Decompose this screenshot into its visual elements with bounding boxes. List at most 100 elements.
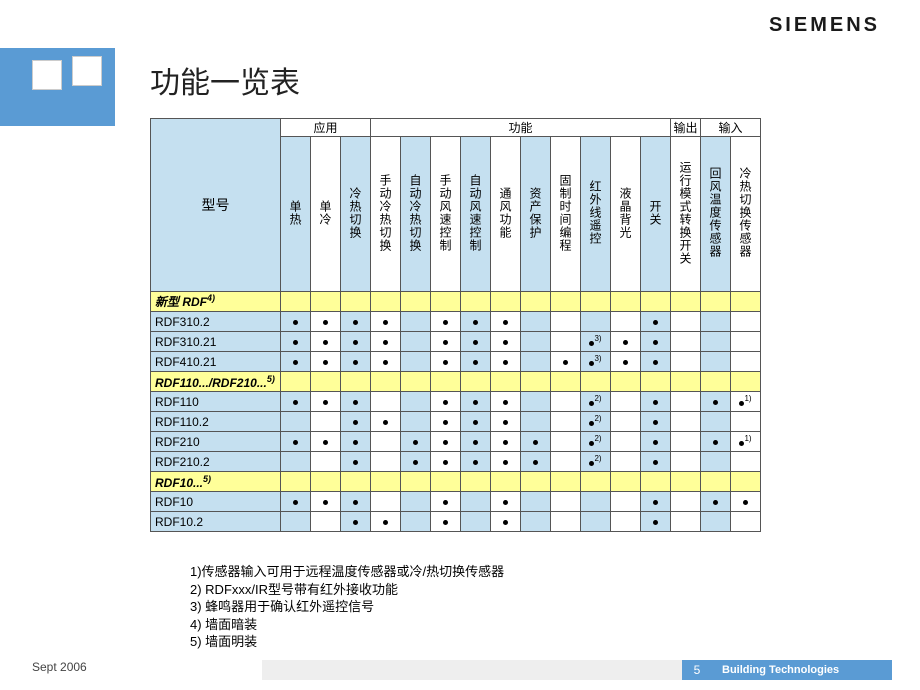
section-spacer [611, 472, 641, 492]
feature-cell [491, 512, 521, 532]
feature-cell [431, 412, 461, 432]
section-spacer [341, 472, 371, 492]
model-label: RDF210.2 [151, 452, 281, 472]
feature-cell [341, 312, 371, 332]
accent-image [0, 48, 115, 126]
section-spacer [641, 472, 671, 492]
feature-cell [341, 392, 371, 412]
feature-cell [341, 492, 371, 512]
feature-cell [731, 412, 761, 432]
feature-cell [581, 512, 611, 532]
feature-cell [461, 352, 491, 372]
feature-col-header: 手动冷热切换 [371, 137, 401, 292]
feature-cell [371, 392, 401, 412]
feature-cell [671, 332, 701, 352]
feature-cell [401, 512, 431, 532]
footnote-line: 3) 蜂鸣器用于确认红外遥控信号 [190, 598, 504, 616]
model-label: RDF310.21 [151, 332, 281, 352]
feature-col-header: 通风功能 [491, 137, 521, 292]
section-spacer [431, 472, 461, 492]
feature-cell [401, 392, 431, 412]
feature-cell [671, 512, 701, 532]
feature-col-header: 冷热切换传感器 [731, 137, 761, 292]
feature-cell [401, 312, 431, 332]
footer: Sept 2006 5 Building Technologies [0, 660, 920, 680]
footnotes: 1)传感器输入可用于远程温度传感器或冷/热切换传感器2) RDFxxx/IR型号… [190, 563, 504, 651]
feature-cell [671, 312, 701, 332]
model-label: RDF210 [151, 432, 281, 452]
feature-cell [311, 392, 341, 412]
feature-cell [521, 512, 551, 532]
feature-cell [461, 492, 491, 512]
feature-cell [341, 352, 371, 372]
feature-cell [731, 512, 761, 532]
feature-cell [281, 392, 311, 412]
feature-cell [701, 312, 731, 332]
feature-cell [671, 352, 701, 372]
section-spacer [671, 372, 701, 392]
section-spacer [341, 292, 371, 312]
feature-cell [401, 412, 431, 432]
feature-cell [521, 352, 551, 372]
section-spacer [551, 472, 581, 492]
feature-cell [311, 352, 341, 372]
section-spacer [701, 292, 731, 312]
feature-cell [641, 392, 671, 412]
feature-cell [611, 392, 641, 412]
feature-col-header: 手动风速控制 [431, 137, 461, 292]
feature-col-header: 运行模式转换开关 [671, 137, 701, 292]
feature-cell [701, 412, 731, 432]
feature-cell [521, 332, 551, 352]
feature-cell [311, 412, 341, 432]
model-label: RDF10 [151, 492, 281, 512]
feature-cell [641, 352, 671, 372]
footer-page: 5 [682, 660, 712, 680]
section-spacer [641, 372, 671, 392]
feature-cell [641, 512, 671, 532]
feature-cell [611, 352, 641, 372]
model-label: RDF10.2 [151, 512, 281, 532]
section-spacer [701, 372, 731, 392]
section-spacer [581, 292, 611, 312]
feature-cell [461, 312, 491, 332]
feature-cell [401, 492, 431, 512]
feature-cell: 2) [581, 392, 611, 412]
feature-table: 型号应用功能输出输入单热单冷冷热切换手动冷热切换自动冷热切换手动风速控制自动风速… [150, 118, 761, 532]
model-label: RDF410.21 [151, 352, 281, 372]
feature-cell [521, 312, 551, 332]
group-header: 应用 [281, 119, 371, 137]
feature-cell [611, 412, 641, 432]
feature-cell [491, 332, 521, 352]
section-spacer [521, 292, 551, 312]
feature-cell [371, 332, 401, 352]
feature-cell [371, 412, 401, 432]
feature-cell [551, 512, 581, 532]
section-spacer [671, 292, 701, 312]
feature-cell [341, 332, 371, 352]
footer-brand: Building Technologies [712, 660, 892, 680]
feature-cell [311, 432, 341, 452]
section-spacer [401, 292, 431, 312]
feature-cell [491, 432, 521, 452]
feature-table-wrap: 型号应用功能输出输入单热单冷冷热切换手动冷热切换自动冷热切换手动风速控制自动风速… [150, 118, 761, 532]
model-header: 型号 [151, 119, 281, 292]
feature-cell [551, 492, 581, 512]
feature-cell [461, 512, 491, 532]
section-spacer [731, 292, 761, 312]
section-spacer [641, 292, 671, 312]
footer-date: Sept 2006 [32, 660, 87, 674]
feature-cell [311, 512, 341, 532]
feature-cell [341, 432, 371, 452]
feature-cell [371, 492, 401, 512]
feature-cell [671, 452, 701, 472]
feature-cell [551, 412, 581, 432]
feature-cell [581, 312, 611, 332]
feature-cell [731, 492, 761, 512]
feature-cell [641, 412, 671, 432]
feature-cell: 1) [731, 392, 761, 412]
feature-cell [401, 452, 431, 472]
feature-cell [551, 352, 581, 372]
feature-col-header: 液晶背光 [611, 137, 641, 292]
siemens-logo: SIEMENS [769, 14, 880, 37]
section-spacer [731, 472, 761, 492]
